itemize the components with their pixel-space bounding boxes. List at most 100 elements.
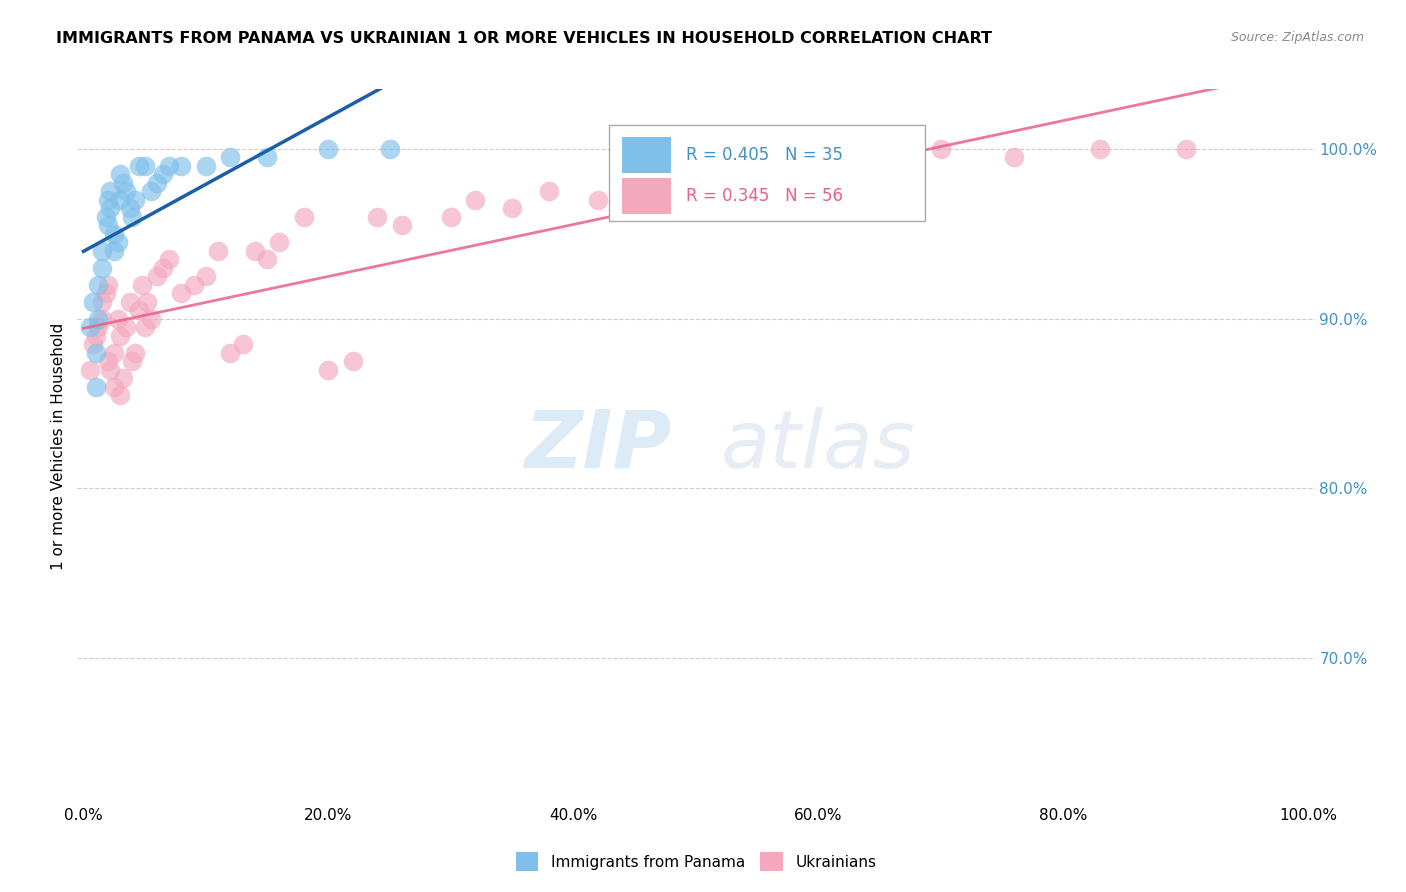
Point [440, 210, 463, 224]
Point [157, 159, 180, 173]
Point [84, 345, 107, 359]
Point [139, 311, 162, 326]
Point [807, 167, 830, 181]
Text: R = 0.345   N = 56: R = 0.345 N = 56 [686, 187, 844, 205]
Point [1175, 142, 1198, 156]
Point [318, 362, 340, 376]
FancyBboxPatch shape [621, 178, 671, 214]
Point [108, 167, 131, 181]
Point [929, 142, 952, 156]
Point [378, 142, 401, 156]
Point [108, 328, 131, 343]
Point [108, 388, 131, 402]
Point [366, 210, 388, 224]
Point [194, 269, 217, 284]
Point [124, 345, 146, 359]
Point [128, 159, 150, 173]
Point [232, 337, 254, 351]
Point [318, 142, 340, 156]
Text: R = 0.405   N = 35: R = 0.405 N = 35 [686, 146, 844, 164]
Point [103, 244, 125, 258]
Point [79, 320, 101, 334]
FancyBboxPatch shape [609, 125, 925, 221]
Point [183, 277, 205, 292]
Point [152, 260, 174, 275]
Text: atlas: atlas [721, 407, 915, 485]
Point [118, 201, 141, 215]
Point [103, 227, 125, 241]
Point [115, 184, 138, 198]
Point [118, 294, 141, 309]
Point [537, 184, 560, 198]
Point [269, 235, 291, 249]
Point [90, 260, 112, 275]
Point [342, 354, 364, 368]
Point [84, 328, 107, 343]
Point [111, 176, 134, 190]
Legend: Immigrants from Panama, Ukrainians: Immigrants from Panama, Ukrainians [509, 847, 883, 877]
Point [82, 294, 104, 309]
Point [219, 345, 242, 359]
Point [243, 244, 266, 258]
Point [136, 294, 159, 309]
Point [90, 244, 112, 258]
Point [100, 362, 122, 376]
Point [90, 311, 112, 326]
Point [90, 294, 112, 309]
Point [87, 277, 110, 292]
Point [146, 269, 169, 284]
Point [124, 193, 146, 207]
Point [94, 286, 117, 301]
Point [103, 345, 125, 359]
Point [152, 167, 174, 181]
Point [292, 210, 315, 224]
Point [170, 286, 193, 301]
Point [107, 235, 129, 249]
Point [636, 176, 658, 190]
Point [111, 371, 134, 385]
Point [1090, 142, 1112, 156]
Point [734, 142, 756, 156]
Point [121, 210, 143, 224]
Point [100, 201, 122, 215]
Point [501, 201, 523, 215]
Point [87, 311, 110, 326]
Point [464, 193, 486, 207]
Point [146, 176, 169, 190]
Point [84, 379, 107, 393]
Y-axis label: 1 or more Vehicles in Household: 1 or more Vehicles in Household [51, 322, 66, 570]
Point [82, 337, 104, 351]
Point [97, 218, 120, 232]
Point [256, 252, 278, 266]
Point [128, 303, 150, 318]
Point [256, 150, 278, 164]
Point [134, 159, 156, 173]
Point [94, 210, 117, 224]
Point [131, 277, 153, 292]
Point [869, 159, 891, 173]
Point [103, 379, 125, 393]
Point [121, 354, 143, 368]
Point [170, 159, 193, 173]
Point [194, 159, 217, 173]
Point [79, 362, 101, 376]
Text: Source: ZipAtlas.com: Source: ZipAtlas.com [1230, 31, 1364, 45]
Point [219, 150, 242, 164]
Point [97, 354, 120, 368]
Point [100, 184, 122, 198]
Point [207, 244, 229, 258]
Text: ZIP: ZIP [524, 407, 671, 485]
Point [685, 184, 707, 198]
Point [108, 193, 131, 207]
FancyBboxPatch shape [621, 137, 671, 173]
Point [1004, 150, 1026, 164]
Text: IMMIGRANTS FROM PANAMA VS UKRAINIAN 1 OR MORE VEHICLES IN HOUSEHOLD CORRELATION : IMMIGRANTS FROM PANAMA VS UKRAINIAN 1 OR… [56, 31, 993, 46]
Point [97, 277, 120, 292]
Point [87, 320, 110, 334]
Point [586, 193, 609, 207]
Point [157, 252, 180, 266]
Point [139, 184, 162, 198]
Point [107, 311, 129, 326]
Point [115, 320, 138, 334]
Point [97, 193, 120, 207]
